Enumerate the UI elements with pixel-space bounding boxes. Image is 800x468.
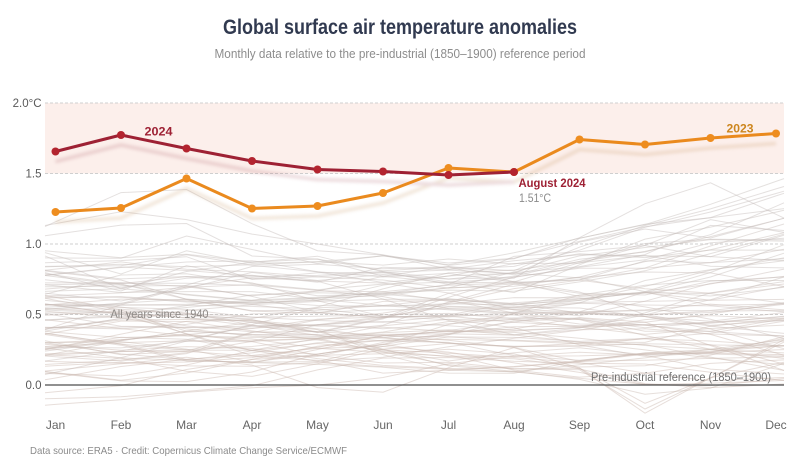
svg-text:Oct: Oct	[636, 418, 655, 432]
svg-text:1.5: 1.5	[26, 169, 42, 181]
svg-text:May: May	[306, 418, 329, 432]
svg-text:Mar: Mar	[176, 418, 197, 432]
svg-text:0.5: 0.5	[26, 310, 42, 322]
svg-text:Jun: Jun	[373, 418, 392, 432]
svg-text:Global surface air temperature: Global surface air temperature anomalies	[223, 16, 577, 39]
svg-text:Apr: Apr	[243, 418, 262, 432]
svg-text:Jan: Jan	[46, 418, 65, 432]
svg-text:Dec: Dec	[765, 418, 786, 432]
svg-text:0.0: 0.0	[26, 380, 42, 392]
svg-text:Monthly data relative to the p: Monthly data relative to the pre-industr…	[215, 46, 586, 61]
svg-text:Feb: Feb	[111, 418, 132, 432]
svg-text:Data source: ERA5 · Credit: Co: Data source: ERA5 · Credit: Copernicus C…	[30, 445, 347, 457]
svg-text:Aug: Aug	[503, 418, 524, 432]
svg-text:1.0: 1.0	[26, 239, 42, 251]
svg-text:Pre-industrial reference (1850: Pre-industrial reference (1850–1900)	[591, 372, 771, 384]
svg-text:Jul: Jul	[441, 418, 456, 432]
svg-text:2.0°C: 2.0°C	[13, 98, 42, 110]
svg-text:All years since 1940: All years since 1940	[111, 307, 209, 321]
svg-text:1.51°C: 1.51°C	[519, 191, 551, 205]
svg-text:Sep: Sep	[569, 418, 591, 432]
svg-text:2023: 2023	[727, 122, 754, 136]
svg-text:August 2024: August 2024	[519, 178, 587, 190]
svg-text:Nov: Nov	[700, 418, 721, 432]
svg-text:2024: 2024	[145, 125, 173, 139]
